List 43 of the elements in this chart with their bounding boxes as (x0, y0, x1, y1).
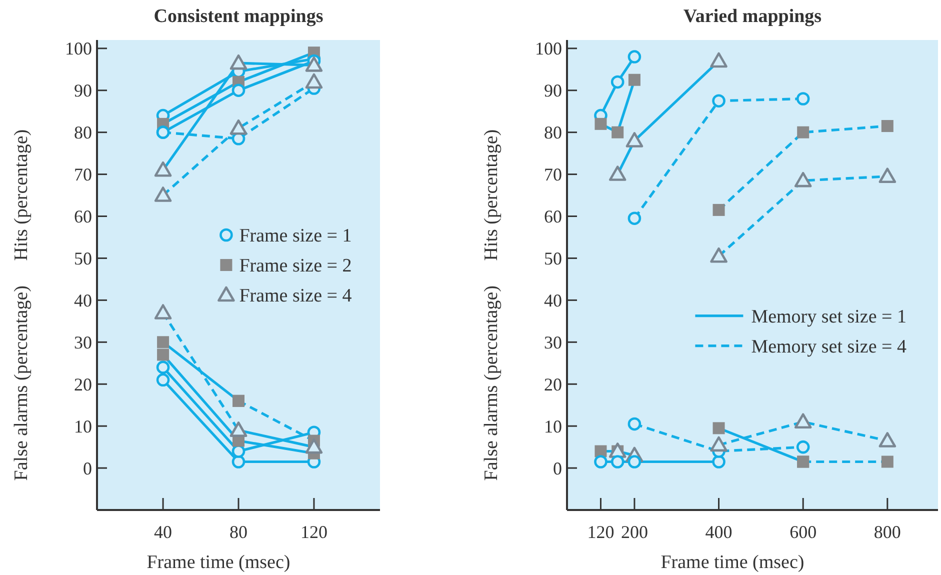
legend-label: Frame size = 4 (239, 286, 352, 307)
legend-label: Frame size = 2 (239, 256, 352, 277)
y-tick-label: 0 (83, 458, 92, 478)
y-tick-label: 70 (74, 164, 92, 185)
chart-title: Consistent mappings (154, 6, 324, 27)
chart-title: Varied mappings (683, 6, 822, 27)
x-tick-label: 400 (705, 522, 732, 542)
y-tick-label: 40 (544, 290, 562, 310)
y-tick-label: 20 (74, 374, 92, 394)
y-tick-label: 10 (544, 416, 562, 436)
x-tick-label: 40 (154, 522, 172, 542)
x-tick-label: 80 (230, 522, 248, 542)
y-tick-label: 60 (544, 206, 562, 227)
y-tick-label: 40 (74, 290, 92, 310)
y-tick-label: 100 (65, 38, 92, 59)
y-tick-label: 30 (74, 332, 92, 352)
x-axis-title: Frame time (msec) (146, 552, 290, 573)
y-tick-label: 80 (544, 122, 562, 143)
y-tick-label: 50 (74, 248, 92, 269)
x-axis-title: Frame time (msec) (660, 552, 804, 573)
y-tick-label: 90 (544, 80, 562, 101)
y-tick-label: 20 (544, 374, 562, 394)
x-tick-label: 120 (587, 522, 614, 542)
text: False alarms (percentage) (481, 286, 502, 481)
y-axis-title: Hits (percentage) (481, 129, 502, 261)
x-tick-label: 200 (620, 522, 648, 542)
y-tick-label: 90 (74, 80, 92, 101)
y-tick-label: 10 (74, 416, 92, 436)
y-axis-title: Hits (percentage) (11, 129, 32, 261)
legend-label: Memory set size = 1 (751, 306, 906, 328)
x-tick-label: 120 (300, 522, 328, 542)
y-tick-label: 80 (74, 122, 92, 143)
y-tick-label: 0 (553, 458, 562, 478)
y-tick-label: 50 (544, 248, 562, 269)
y-tick-label: 70 (544, 164, 562, 185)
x-tick-label: 600 (790, 522, 817, 542)
y-tick-label: 60 (74, 206, 92, 227)
y-tick-label: 100 (535, 38, 562, 59)
legend-label: Frame size = 1 (239, 226, 352, 247)
x-tick-label: 800 (874, 522, 901, 542)
text: False alarms (percentage) (11, 286, 32, 481)
legend-label: Memory set size = 4 (751, 336, 907, 358)
y-tick-label: 30 (544, 332, 562, 352)
